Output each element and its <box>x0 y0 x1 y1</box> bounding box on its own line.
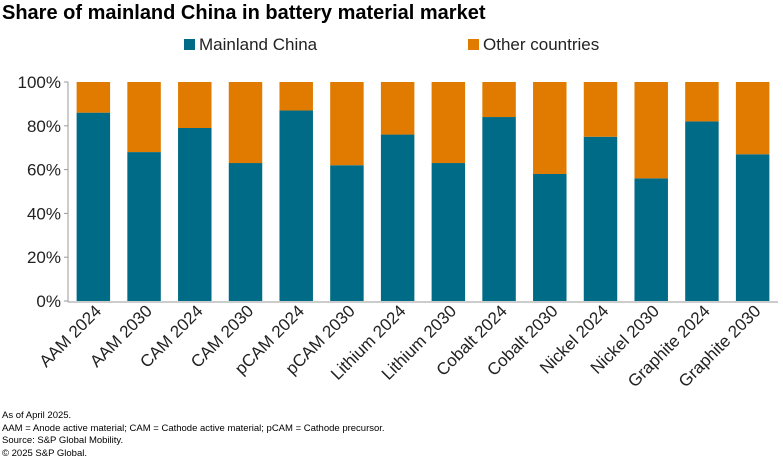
y-tick-label: 80% <box>27 117 61 136</box>
legend: Mainland China Other countries <box>184 35 599 54</box>
bar-mainland-china <box>228 163 263 301</box>
legend-label: Mainland China <box>199 35 318 54</box>
bar-mainland-china <box>431 163 466 301</box>
bar-mainland-china <box>380 134 415 301</box>
bar-other-countries <box>685 82 719 122</box>
bar-mainland-china <box>685 121 719 301</box>
footnotes: As of April 2025. AAM = Anode active mat… <box>2 410 385 460</box>
bar-other-countries <box>482 82 516 118</box>
y-tick-label: 100% <box>18 73 61 92</box>
bar-mainland-china <box>330 165 364 301</box>
footnote-copyright: © 2025 S&P Global. <box>2 447 87 459</box>
legend-item-2: Other countries <box>468 35 599 54</box>
chart-title: Share of mainland China in battery mater… <box>2 2 486 24</box>
y-tick-label: 60% <box>27 161 61 180</box>
bar-other-countries <box>178 82 212 128</box>
bar-mainland-china <box>735 154 770 301</box>
bar-other-countries <box>76 82 111 113</box>
legend-swatch <box>468 39 479 50</box>
footnote-abbreviations: AAM = Anode active material; CAM = Catho… <box>2 422 385 434</box>
bar-other-countries <box>634 82 668 179</box>
y-axis: 0% 20% 40% 60% 80% 100% <box>18 73 69 311</box>
bar-mainland-china <box>482 117 516 301</box>
bar-mainland-china <box>533 173 567 301</box>
bar-other-countries <box>330 82 364 166</box>
legend-item-1: Mainland China <box>184 35 318 54</box>
bar-mainland-china <box>76 112 111 301</box>
y-tick-label: 0% <box>36 292 61 311</box>
y-tick-label: 40% <box>27 204 61 223</box>
legend-label: Other countries <box>483 35 599 54</box>
bar-other-countries <box>735 82 770 155</box>
bars <box>76 82 770 302</box>
bar-other-countries <box>279 82 313 111</box>
footnote-date: As of April 2025. <box>2 410 72 421</box>
bar-mainland-china <box>178 127 212 302</box>
bar-mainland-china <box>127 152 161 301</box>
bar-other-countries <box>431 82 466 164</box>
y-tick-label: 20% <box>27 248 61 267</box>
footnote-source: Source: S&P Global Mobility. <box>2 435 124 446</box>
legend-swatch <box>184 39 195 50</box>
stacked-bar-chart: Mainland China Other countries 0% 20% 40% 60… <box>18 35 778 391</box>
bar-other-countries <box>228 82 263 164</box>
bar-other-countries <box>533 82 567 174</box>
bar-mainland-china <box>583 136 618 301</box>
bar-mainland-china <box>634 178 668 301</box>
bar-mainland-china <box>279 110 313 301</box>
bar-other-countries <box>583 82 618 137</box>
bar-other-countries <box>380 82 415 135</box>
bar-other-countries <box>127 82 161 153</box>
